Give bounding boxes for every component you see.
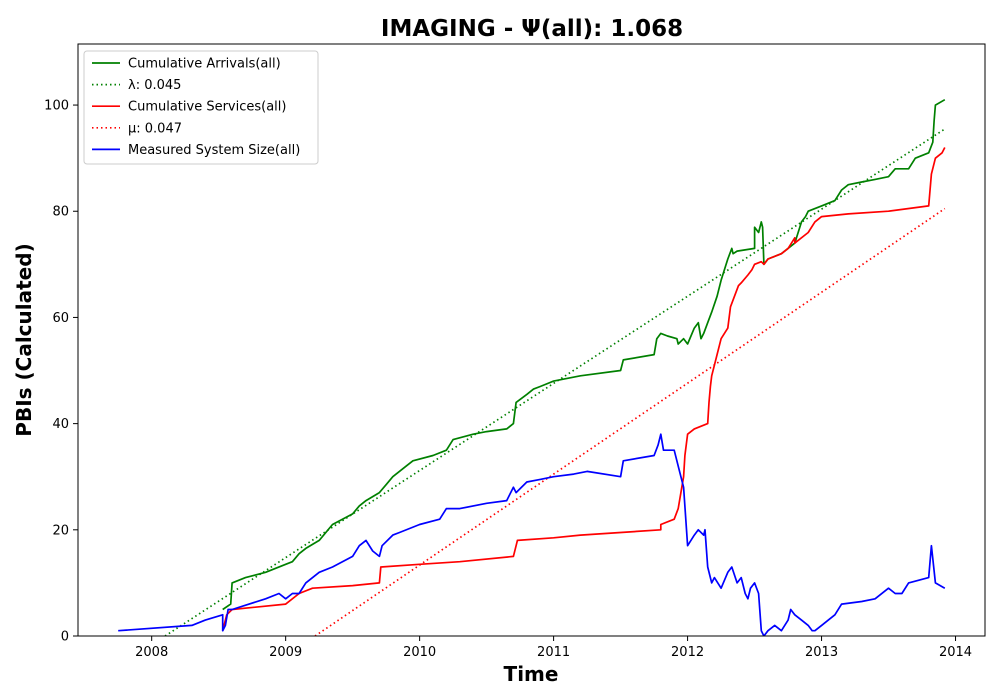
- chart-title: IMAGING - Ψ(all): 1.068: [381, 16, 683, 42]
- x-tick-label: 2009: [269, 645, 302, 660]
- legend-label-2: Cumulative Services(all): [128, 100, 286, 115]
- x-tick-label: 2010: [403, 645, 436, 660]
- series-line-1: [164, 128, 946, 636]
- x-tick-label: 2011: [537, 645, 570, 660]
- legend-label-4: Measured System Size(all): [128, 143, 300, 158]
- y-tick-label: 40: [52, 417, 69, 432]
- x-axis: 2008 2009 2010 2011 2012 2013 2014: [135, 636, 972, 660]
- legend-label-1: λ: 0.045: [128, 78, 181, 93]
- legend-label-0: Cumulative Arrivals(all): [128, 57, 281, 72]
- legend-box: [83, 50, 319, 165]
- y-tick-label: 80: [52, 205, 69, 220]
- y-tick-label: 60: [52, 311, 69, 326]
- legend-label-3: μ: 0.047: [128, 121, 182, 136]
- series-line-2: [221, 147, 946, 631]
- plot-frame: [77, 43, 986, 637]
- y-tick-label: 100: [44, 99, 69, 114]
- x-tick-label: 2008: [135, 645, 168, 660]
- y-axis-label: PBIs (Calculated): [12, 243, 36, 436]
- x-tick-label: 2012: [671, 645, 704, 660]
- legend: Cumulative Arrivals(all) λ: 0.045 Cumulati…: [83, 50, 319, 165]
- series-line-3: [314, 207, 946, 636]
- series-group: [118, 98, 946, 636]
- y-tick-label: 0: [61, 630, 69, 645]
- series-line-4: [118, 433, 946, 636]
- y-tick-label: 20: [52, 523, 69, 538]
- x-tick-label: 2013: [805, 645, 838, 660]
- x-tick-label: 2014: [939, 645, 972, 660]
- y-axis: 0 20 40 60 80 100: [44, 99, 78, 645]
- x-axis-label: Time: [504, 662, 559, 686]
- series-line-0: [222, 98, 946, 611]
